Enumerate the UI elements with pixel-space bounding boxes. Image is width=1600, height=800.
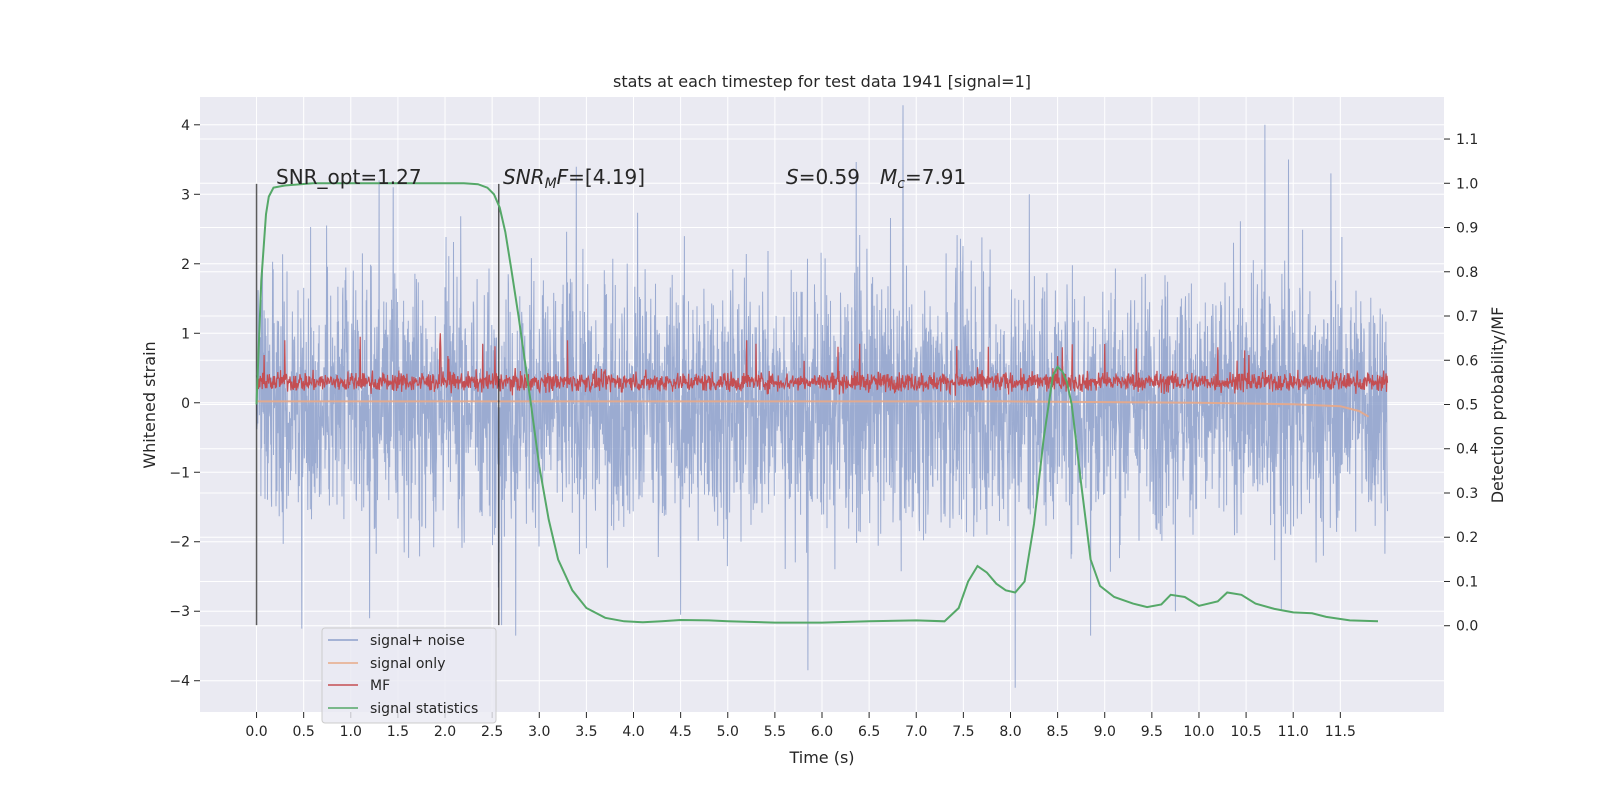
x-tick-label: 7.5 xyxy=(952,724,974,740)
y-right-tick-label: 0.5 xyxy=(1456,398,1478,414)
legend-label-signal-noise: signal+ noise xyxy=(370,633,465,649)
legend-entry-signal-noise: signal+ noise xyxy=(328,633,465,649)
x-tick-label: 7.0 xyxy=(905,724,927,740)
legend: signal+ noise signal only MF signal stat… xyxy=(321,627,497,724)
x-tick-label: 9.0 xyxy=(1094,724,1116,740)
signal-noise-line xyxy=(256,105,1388,688)
y-right-tick-label: 0.7 xyxy=(1456,309,1478,325)
x-tick-label: 6.5 xyxy=(858,724,880,740)
y-right-tick-label: 0.8 xyxy=(1456,265,1478,281)
mf-line xyxy=(255,333,1389,396)
annotation-mc: Mc=7.91 xyxy=(880,165,966,192)
y-right-tick-label: 1.0 xyxy=(1456,176,1478,192)
y-left-tick-label: −4 xyxy=(169,674,190,690)
y-right-tick-label: 1.1 xyxy=(1456,132,1478,148)
series-signal-statistics xyxy=(255,182,1379,624)
y-right-tick-label: 0.4 xyxy=(1456,442,1478,458)
y-left-tick-label: −1 xyxy=(169,465,190,481)
annotation-snr-mf: SNRMF=[4.19] xyxy=(503,165,645,192)
y-right-tick-label: 0.6 xyxy=(1456,353,1478,369)
x-tick-label: 10.0 xyxy=(1183,724,1214,740)
series-mf xyxy=(255,333,1389,396)
x-tick-label: 1.0 xyxy=(340,724,362,740)
signal-statistics-line xyxy=(255,182,1379,624)
y-left-tick-label: 1 xyxy=(181,326,190,342)
legend-box xyxy=(321,627,497,724)
x-tick-label: 4.0 xyxy=(622,724,644,740)
annotation-s: S=0.59 xyxy=(786,165,860,189)
x-tick-label: 11.5 xyxy=(1325,724,1356,740)
legend-label-mf: MF xyxy=(370,678,390,694)
y-right-tick-label: 0.3 xyxy=(1456,486,1478,502)
x-tick-label: 5.5 xyxy=(764,724,786,740)
legend-label-signal-only: signal only xyxy=(370,656,445,672)
y-axis-right-label: Detection probability/MF xyxy=(1488,307,1507,504)
x-tick-label: 5.0 xyxy=(717,724,739,740)
series-signal-noise xyxy=(256,105,1388,688)
y-left-tick-label: 3 xyxy=(181,187,190,203)
x-tick-label: 2.0 xyxy=(434,724,456,740)
y-right-tick-label: 0.9 xyxy=(1456,221,1478,237)
legend-entry-signal-only: signal only xyxy=(328,656,445,672)
x-tick-label: 1.5 xyxy=(387,724,409,740)
x-tick-label: 2.5 xyxy=(481,724,503,740)
x-axis-label: Time (s) xyxy=(788,748,854,767)
y-left-tick-label: −2 xyxy=(169,535,190,551)
y-left-tick-label: −3 xyxy=(169,604,190,620)
x-tick-label: 6.0 xyxy=(811,724,833,740)
x-tick-label: 0.0 xyxy=(245,724,267,740)
x-tick-label: 4.5 xyxy=(670,724,692,740)
legend-entry-signal-statistics: signal statistics xyxy=(328,701,478,717)
annotation-snr-opt: SNR_opt=1.27 xyxy=(276,165,422,189)
x-tick-label: 3.5 xyxy=(575,724,597,740)
y-left-tick-label: 2 xyxy=(181,257,190,273)
legend-entry-mf: MF xyxy=(328,678,390,694)
y-left-tick-label: 0 xyxy=(181,396,190,412)
y-right-tick-label: 0.0 xyxy=(1456,619,1478,635)
chart-title: stats at each timestep for test data 194… xyxy=(613,72,1031,91)
x-tick-label: 10.5 xyxy=(1231,724,1262,740)
y-right-tick-label: 0.2 xyxy=(1456,530,1478,546)
y-right-tick-label: 0.1 xyxy=(1456,574,1478,590)
x-axis-ticks: 0.0 0.5 1.0 1.5 2.0 2.5 3.0 3.5 4.0 4.5 5.0 5.5 6.0 6… xyxy=(245,712,1356,740)
x-tick-label: 8.5 xyxy=(1046,724,1068,740)
series-signal-only xyxy=(256,400,1370,418)
x-tick-label: 11.0 xyxy=(1278,724,1309,740)
y-axis-right-ticks: 1.1 1.0 0.9 0.8 0.7 0.6 0.5 0.4 0.3 0.2 0.1 0.0 xyxy=(1444,132,1478,635)
x-tick-label: 8.0 xyxy=(999,724,1021,740)
x-tick-label: 0.5 xyxy=(293,724,315,740)
legend-label-signal-statistics: signal statistics xyxy=(370,701,478,717)
y-axis-left-label: Whitened strain xyxy=(140,341,159,468)
x-tick-label: 3.0 xyxy=(528,724,550,740)
y-axis-left-ticks: 4 3 2 1 0 −1 −2 −3 −4 xyxy=(169,118,200,690)
signal-only-line xyxy=(256,400,1370,418)
x-tick-label: 9.5 xyxy=(1141,724,1163,740)
y-left-tick-label: 4 xyxy=(181,118,190,134)
